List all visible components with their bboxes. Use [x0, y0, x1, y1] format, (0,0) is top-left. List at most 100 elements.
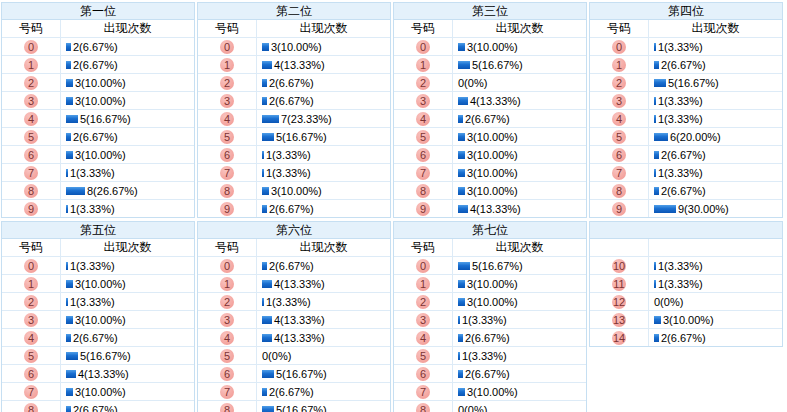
frequency-cell: 6(20.00%)	[649, 128, 782, 145]
number-cell: 3	[198, 311, 257, 328]
frequency-bar	[262, 43, 269, 51]
frequency-bar	[654, 97, 656, 105]
frequency-value: 5(16.67%)	[472, 59, 523, 71]
number-cell: 0	[394, 257, 453, 274]
table-row: 83(10.00%)	[394, 182, 586, 200]
frequency-cell: 4(13.33%)	[61, 365, 194, 382]
number-cell: 0	[394, 38, 453, 55]
number-column-header: 号码	[198, 239, 257, 256]
frequency-bar	[654, 61, 659, 69]
number-badge: 6	[612, 148, 626, 162]
frequency-column-header: 出现次数	[453, 239, 586, 256]
frequency-bar	[458, 43, 465, 51]
frequency-bar	[66, 133, 71, 141]
number-cell: 2	[590, 74, 649, 91]
table-row: 12(6.67%)	[2, 56, 194, 74]
frequency-bar	[262, 115, 279, 123]
table-row: 32(6.67%)	[198, 92, 390, 110]
table-subheader: 号码 出现次数	[198, 20, 390, 38]
frequency-cell: 2(6.67%)	[257, 74, 390, 91]
frequency-bar	[66, 388, 73, 396]
number-cell: 2	[198, 74, 257, 91]
table-row: 63(10.00%)	[394, 146, 586, 164]
table-row: 91(3.33%)	[2, 200, 194, 217]
frequency-cell: 3(10.00%)	[453, 182, 586, 199]
frequency-bar	[458, 352, 460, 360]
frequency-cell: 3(10.00%)	[61, 146, 194, 163]
number-badge: 9	[24, 202, 38, 216]
rows: 05(16.67%)13(10.00%)23(10.00%)31(3.33%)4…	[394, 257, 586, 412]
number-cell: 3	[2, 311, 61, 328]
number-cell: 7	[2, 383, 61, 400]
number-badge: 6	[220, 367, 234, 381]
table-row: 03(10.00%)	[394, 38, 586, 56]
number-badge: 7	[416, 166, 430, 180]
frequency-cell: 1(3.33%)	[649, 164, 782, 181]
number-cell: 6	[2, 365, 61, 382]
number-cell: 1	[394, 275, 453, 292]
number-cell: 5	[2, 347, 61, 364]
frequency-bar	[654, 280, 656, 288]
frequency-cell: 8(26.67%)	[61, 182, 194, 199]
frequency-value: 3(10.00%)	[271, 185, 322, 197]
table-row: 50(0%)	[198, 347, 390, 365]
number-badge: 7	[612, 166, 626, 180]
frequency-value: 1(3.33%)	[462, 350, 507, 362]
number-cell: 8	[2, 182, 61, 199]
frequency-bar	[458, 334, 463, 342]
table-subheader: 号码 出现次数	[2, 239, 194, 257]
table-row: 34(13.33%)	[394, 92, 586, 110]
table-row: 62(6.67%)	[394, 365, 586, 383]
table-subheader	[590, 239, 782, 257]
table-row: 55(16.67%)	[198, 128, 390, 146]
number-cell: 8	[2, 401, 61, 412]
table-row: 01(3.33%)	[590, 38, 782, 56]
table-row: 62(6.67%)	[590, 146, 782, 164]
number-column-header: 号码	[590, 20, 649, 37]
number-badge: 3	[416, 94, 430, 108]
frequency-value: 1(3.33%)	[266, 149, 311, 161]
table-row: 45(16.67%)	[2, 110, 194, 128]
frequency-bar	[458, 187, 465, 195]
position-title: 第七位	[394, 222, 586, 239]
number-badge: 4	[220, 331, 234, 345]
frequency-bar	[262, 61, 272, 69]
number-badge: 2	[24, 295, 38, 309]
position-table: 第三位 号码 出现次数 03(10.00%)15(16.67%)20(0%)34…	[393, 2, 587, 218]
frequency-bar	[66, 79, 73, 87]
table-row: 71(3.33%)	[2, 164, 194, 182]
frequency-value: 3(10.00%)	[467, 149, 518, 161]
number-cell: 8	[394, 182, 453, 199]
frequency-bar	[458, 133, 465, 141]
number-badge: 5	[416, 349, 430, 363]
table-row: 42(6.67%)	[394, 110, 586, 128]
frequency-value: 2(6.67%)	[73, 332, 118, 344]
frequency-cell: 1(3.33%)	[61, 164, 194, 181]
frequency-column-header: 出现次数	[257, 20, 390, 37]
frequency-bar	[262, 169, 264, 177]
frequency-cell: 1(3.33%)	[61, 293, 194, 310]
number-badge: 7	[416, 385, 430, 399]
number-cell: 5	[394, 347, 453, 364]
frequency-value: 5(16.67%)	[80, 350, 131, 362]
frequency-bar	[262, 151, 264, 159]
number-cell: 10	[590, 257, 649, 274]
frequency-cell: 1(3.33%)	[649, 257, 782, 274]
frequency-value: 3(10.00%)	[467, 296, 518, 308]
position-table: 第五位 号码 出现次数 01(3.33%)13(10.00%)21(3.33%)…	[1, 221, 195, 412]
frequency-bar	[262, 262, 267, 270]
frequency-value: 5(16.67%)	[668, 77, 719, 89]
frequency-cell: 3(10.00%)	[61, 383, 194, 400]
number-cell: 7	[198, 164, 257, 181]
frequency-cell: 3(10.00%)	[453, 164, 586, 181]
table-row: 64(13.33%)	[2, 365, 194, 383]
table-row: 8 8(26.67%)	[2, 182, 194, 200]
frequency-cell: 1(3.33%)	[257, 293, 390, 310]
frequency-cell: 3(10.00%)	[453, 383, 586, 400]
table-row: 52(6.67%)	[2, 128, 194, 146]
frequency-bar	[654, 262, 656, 270]
frequency-value: 2(6.67%)	[465, 368, 510, 380]
frequency-value: 8(26.67%)	[87, 185, 138, 197]
number-cell: 4	[2, 110, 61, 127]
number-badge: 1	[24, 58, 38, 72]
